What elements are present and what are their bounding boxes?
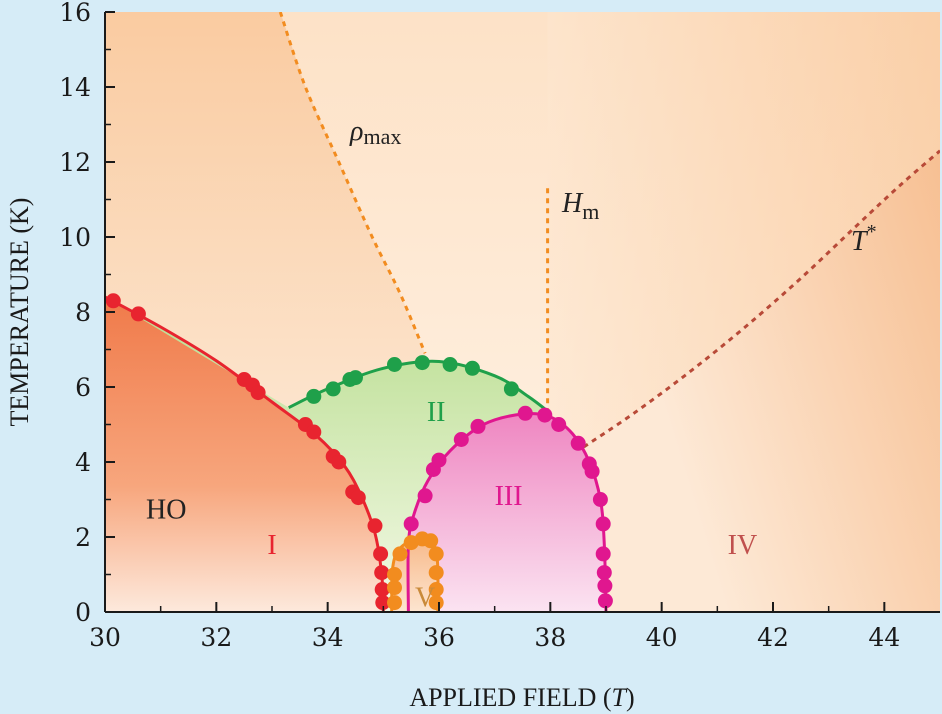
region-label-i: I [267,530,276,561]
data-point-iii-3 [431,452,447,468]
x-tick-label: 42 [757,623,789,652]
data-point-ii-4 [387,357,402,372]
y-tick-label: 14 [59,73,91,102]
y-tick-label: 4 [75,448,91,477]
tstar-dashed-line [582,149,940,449]
y-tick-label: 2 [75,523,91,552]
x-tick-label: 38 [534,623,566,652]
x-axis-title: APPLIED FIELD (T) [409,683,634,712]
region-label-iii: III [495,481,523,512]
y-axis-title: TEMPERATURE (K) [5,198,34,427]
data-point-ii-6 [442,357,458,372]
y-tick-label: 0 [75,598,91,627]
data-point-iii-9 [570,435,586,451]
region-label-ii: II [427,397,446,428]
data-point-v-8 [428,565,444,581]
data-point-v-3 [392,546,408,562]
data-point-v-0 [387,595,402,611]
data-point-i-13 [374,565,390,581]
curve-annotations: ρmax Hm T* [349,116,877,257]
x-tick-label: 36 [423,623,455,652]
data-point-iii-14 [595,546,611,562]
axes: 30 32 34 36 38 40 42 44 0 2 4 6 8 10 12 14 16 [59,0,940,652]
rho-max-dashed-line [278,12,427,354]
data-point-iii-13 [595,516,611,532]
y-tick-label: 16 [59,0,91,27]
data-point-i-4 [250,385,266,401]
data-point-i-1 [130,306,146,322]
data-point-iii-7 [537,407,553,423]
data-point-iii-6 [517,405,533,421]
data-point-v-7 [428,546,444,562]
y-tick-label: 12 [59,148,91,177]
data-point-ii-7 [464,360,480,376]
y-tick-label: 10 [59,223,91,252]
tstar-annotation: T* [851,221,877,257]
data-point-i-10 [350,490,366,506]
data-point-v-2 [387,567,402,582]
data-point-ii-0 [306,388,322,404]
region-label-ho: HO [146,494,186,525]
data-point-iii-5 [470,418,486,434]
x-tick-label: 34 [312,623,344,652]
data-point-i-6 [306,424,322,440]
region-ii-fill [105,297,606,612]
region-label-v: V [415,582,435,613]
phase-regions [105,150,940,612]
data-point-iii-0 [403,516,419,532]
data-point-iii-4 [453,432,469,447]
x-tick-label: 40 [646,623,678,652]
data-point-i-8 [331,454,347,470]
region-iii-fill [408,413,606,612]
y-tick-label: 6 [75,373,91,402]
data-point-iii-17 [597,593,613,609]
region-iv-fill [583,150,940,612]
data-point-iii-8 [551,417,567,432]
rho-max-annotation: ρmax [349,116,401,149]
x-tick-label: 32 [200,623,232,652]
data-point-i-12 [373,546,389,562]
data-point-v-1 [387,580,402,596]
data-points [105,293,613,611]
data-point-ii-8 [503,381,519,397]
region-labels: HO I II III IV V [146,397,757,614]
data-point-ii-3 [348,370,363,386]
data-point-i-0 [105,293,121,309]
hm-annotation: Hm [561,188,599,224]
x-tick-label: 30 [89,623,121,652]
data-point-i-14 [374,582,390,597]
data-point-iii-15 [596,565,612,581]
data-point-i-11 [367,518,383,534]
region-ho-fill [105,297,384,612]
data-point-v-6 [423,533,439,549]
data-point-ii-1 [325,381,341,397]
data-point-iii-16 [597,578,613,594]
x-tick-label: 44 [868,623,900,652]
region-label-iv: IV [728,530,758,561]
data-point-v-9 [428,582,444,597]
data-point-iii-1 [417,488,433,504]
data-point-i-15 [375,595,391,611]
data-point-iii-11 [584,463,600,479]
data-point-ii-5 [414,355,430,371]
y-tick-label: 8 [75,298,91,327]
data-point-iii-12 [592,492,608,507]
